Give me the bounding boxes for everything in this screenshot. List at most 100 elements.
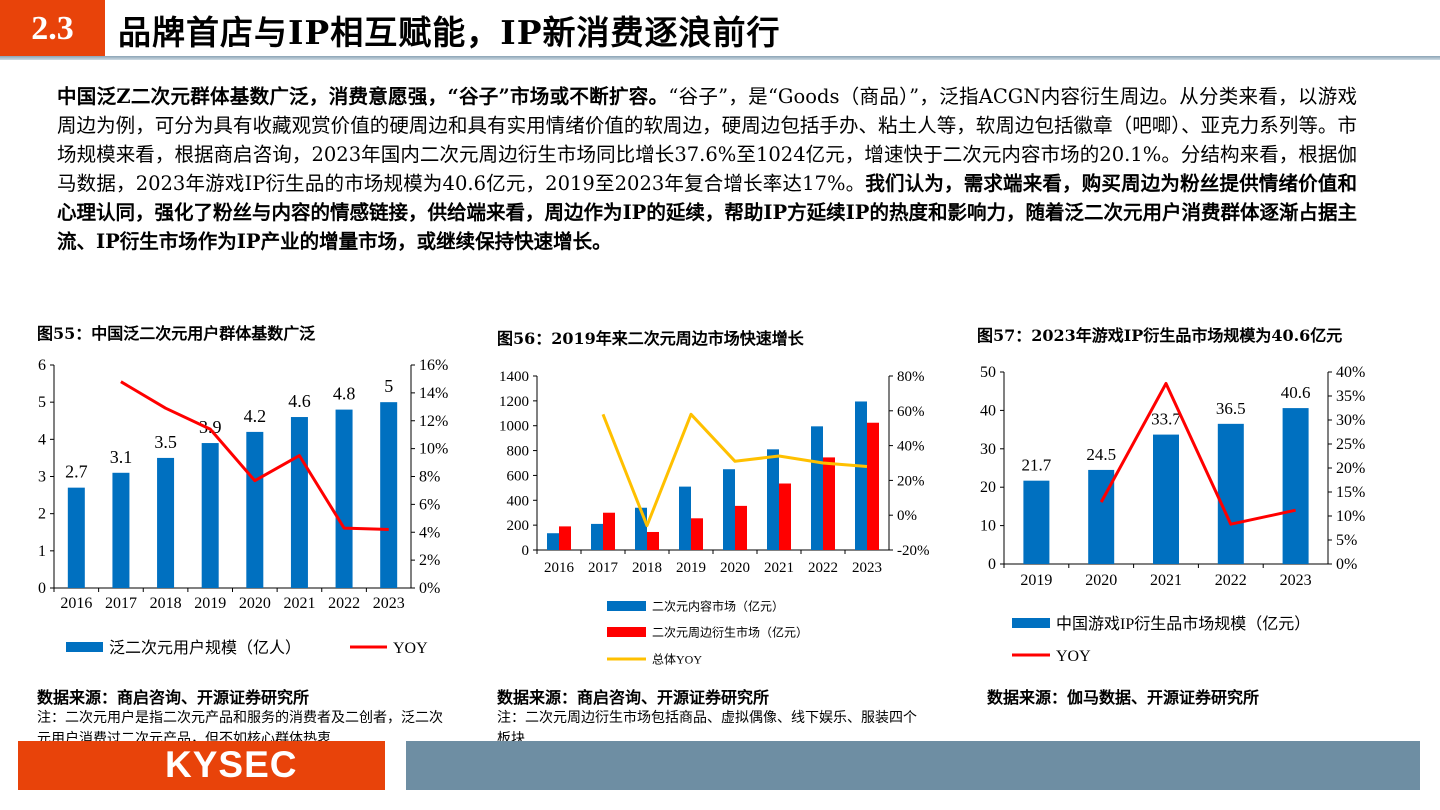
- yoy-line: [1099, 382, 1296, 526]
- bar-value-label: 4.6: [288, 391, 311, 411]
- bar: [647, 531, 659, 550]
- bar: [811, 426, 823, 550]
- y-tick-label-left: 1: [38, 543, 46, 560]
- bar-value-label: 3.9: [199, 417, 222, 437]
- body-paragraph: 中国泛Z二次元群体基数广泛，消费意愿强，“谷子”市场或不断扩容。“谷子”，是“G…: [57, 82, 1357, 256]
- y-tick-label-left: 6: [38, 357, 46, 374]
- y-tick-label-left: 40: [980, 402, 996, 419]
- y-tick-label-left: 20: [980, 479, 996, 496]
- figure-56-source: 数据来源：商启咨询、开源证券研究所: [497, 688, 770, 707]
- bar-value-label: 24.5: [1086, 445, 1116, 464]
- bar-value-label: 40.6: [1281, 383, 1311, 402]
- y-tick-label-left: 800: [507, 444, 530, 460]
- bar: [1153, 434, 1179, 564]
- bar: [823, 457, 835, 550]
- legend-swatch: [1012, 618, 1050, 628]
- bar: [779, 483, 791, 550]
- title-divider: [0, 56, 1440, 60]
- x-tick-label: 2021: [764, 560, 794, 576]
- legend-label: 总体YOY: [652, 652, 702, 666]
- y-tick-label-right: 5%: [1336, 532, 1357, 549]
- section-number: 2.3: [0, 0, 105, 58]
- y-tick-label-right: 0%: [897, 508, 917, 524]
- bar-value-label: 33.7: [1151, 410, 1181, 429]
- bar: [1282, 408, 1309, 564]
- x-tick-label: 2023: [373, 595, 405, 612]
- y-tick-label-left: 600: [507, 468, 530, 484]
- y-tick-label-right: 0%: [1336, 556, 1357, 573]
- bar-value-label: 3.5: [154, 432, 177, 452]
- legend-label: 二次元内容市场（亿元）: [652, 598, 784, 613]
- x-tick-label: 2017: [105, 595, 137, 612]
- legend-swatch: [607, 627, 646, 637]
- bar: [723, 469, 735, 550]
- y-tick-label-right: 10%: [1336, 508, 1365, 525]
- bar: [691, 518, 703, 550]
- x-tick-label: 2023: [1280, 572, 1312, 589]
- bar: [679, 486, 691, 550]
- y-tick-label-right: 80%: [897, 369, 925, 385]
- y-tick-label-left: 1400: [499, 369, 529, 385]
- x-tick-label: 2022: [808, 560, 838, 576]
- x-tick-label: 2019: [1020, 572, 1052, 589]
- x-tick-label: 2020: [239, 595, 271, 612]
- y-tick-label-right: 4%: [419, 524, 440, 541]
- y-tick-label-left: 0: [522, 543, 530, 559]
- y-tick-label-left: 1000: [499, 419, 529, 435]
- x-tick-label: 2021: [283, 595, 315, 612]
- yoy-line: [120, 380, 389, 531]
- y-tick-label-right: 35%: [1336, 388, 1365, 405]
- y-tick-label-left: 400: [507, 493, 530, 509]
- y-tick-label-right: -20%: [897, 543, 930, 559]
- bar: [767, 449, 779, 550]
- y-tick-label-right: 40%: [1336, 364, 1365, 381]
- x-tick-label: 2020: [1085, 572, 1117, 589]
- y-tick-label-left: 3: [38, 469, 46, 486]
- bar: [201, 443, 219, 588]
- y-tick-label-right: 16%: [419, 357, 448, 374]
- x-tick-label: 2022: [1215, 572, 1247, 589]
- y-tick-label-right: 0%: [419, 580, 440, 597]
- y-tick-label-left: 2: [38, 506, 46, 523]
- x-tick-label: 2018: [150, 595, 182, 612]
- bar: [855, 401, 867, 550]
- y-tick-label-left: 30: [980, 441, 996, 458]
- legend-label: YOY: [1056, 648, 1091, 665]
- y-tick-label-left: 0: [988, 556, 996, 573]
- bar: [157, 457, 175, 588]
- y-tick-label-right: 8%: [419, 469, 440, 486]
- page-title: 品牌首店与IP相互赋能，IP新消费逐浪前行: [118, 13, 781, 52]
- bar: [246, 431, 264, 588]
- x-tick-label: 2020: [720, 560, 750, 576]
- y-tick-label-right: 15%: [1336, 484, 1365, 501]
- x-tick-label: 2019: [194, 595, 226, 612]
- x-tick-label: 2016: [60, 595, 92, 612]
- x-tick-label: 2016: [544, 560, 575, 576]
- x-tick-label: 2019: [676, 560, 706, 576]
- bar: [603, 512, 615, 550]
- bar: [591, 523, 603, 550]
- kysec-logo: KYSEC: [165, 744, 298, 785]
- figure-55-source: 数据来源：商启咨询、开源证券研究所: [37, 688, 310, 707]
- bar-value-label: 21.7: [1022, 456, 1052, 475]
- legend-label: 中国游戏IP衍生品市场规模（亿元）: [1056, 615, 1310, 633]
- bar: [112, 472, 130, 588]
- y-tick-label-left: 5: [38, 394, 46, 411]
- y-tick-label-left: 4: [38, 431, 46, 448]
- bar: [67, 487, 85, 588]
- legend-label: YOY: [393, 640, 428, 657]
- y-tick-label-right: 60%: [897, 404, 925, 420]
- bar-value-label: 5: [384, 376, 393, 396]
- y-tick-label-right: 10%: [419, 441, 448, 458]
- bar: [380, 402, 398, 588]
- figure-57-title: 图57：2023年游戏IP衍生品市场规模为40.6亿元: [977, 326, 1343, 345]
- y-tick-label-right: 14%: [419, 385, 448, 402]
- y-tick-label-right: 20%: [897, 473, 925, 489]
- x-tick-label: 2021: [1150, 572, 1182, 589]
- bar: [547, 533, 559, 550]
- y-tick-label-right: 25%: [1336, 436, 1365, 453]
- y-tick-label-right: 6%: [419, 496, 440, 513]
- y-tick-label-left: 10: [980, 518, 996, 535]
- footer-bar: [406, 741, 1420, 790]
